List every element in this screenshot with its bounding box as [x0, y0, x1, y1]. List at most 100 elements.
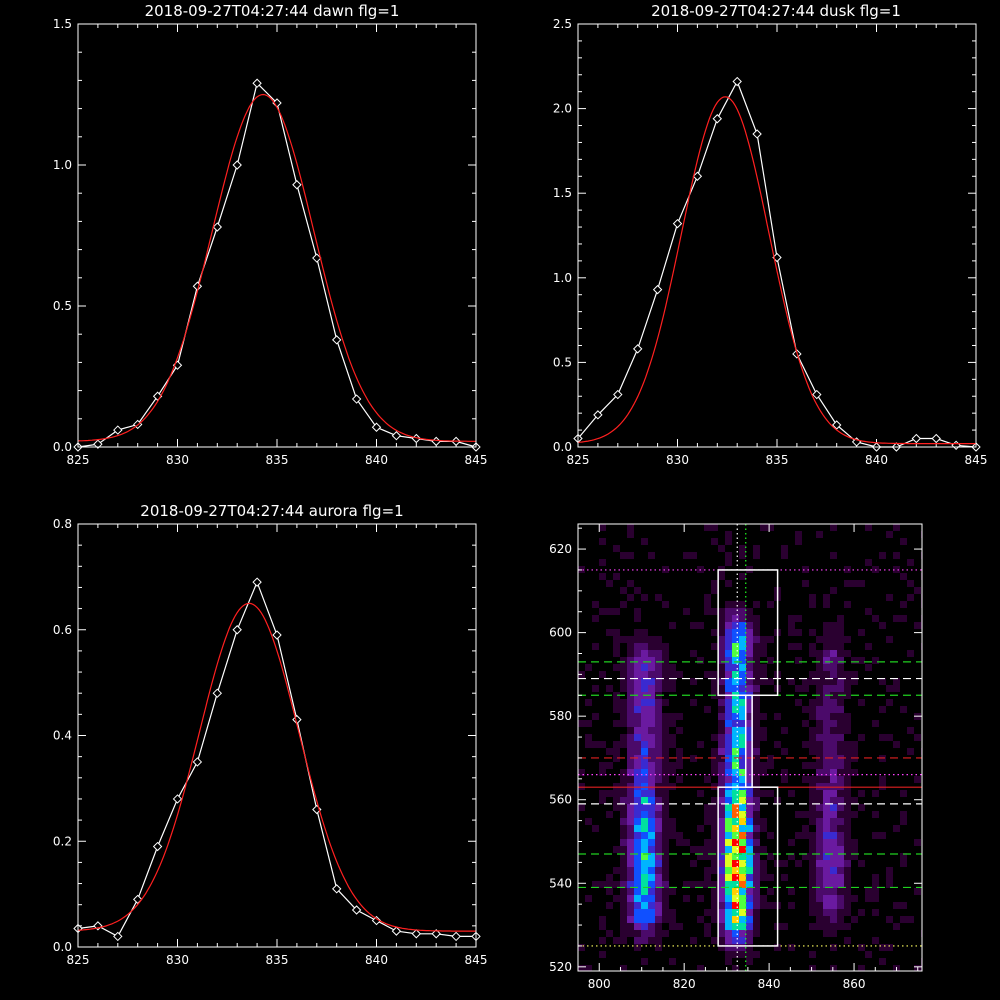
heatmap-cell — [585, 895, 592, 902]
heatmap-cell — [732, 636, 739, 643]
heatmap-cell — [627, 783, 634, 790]
heatmap-cell — [662, 811, 669, 818]
heatmap-cell — [606, 930, 613, 937]
heatmap-cell — [844, 867, 851, 874]
heatmap-cell — [676, 923, 683, 930]
data-point-marker — [192, 757, 203, 767]
heatmap-cell — [809, 846, 816, 853]
heatmap-cell — [739, 776, 746, 783]
heatmap-cell — [886, 867, 893, 874]
heatmap-cell — [606, 888, 613, 895]
heatmap-cell — [900, 615, 907, 622]
heatmap-cell — [809, 678, 816, 685]
y-tick-label: 0.6 — [53, 623, 72, 637]
heatmap-cell — [823, 601, 830, 608]
heatmap-cell — [627, 552, 634, 559]
heatmap-cell — [809, 909, 816, 916]
heatmap-cell — [655, 860, 662, 867]
heatmap-cell — [613, 804, 620, 811]
heatmap-cell — [753, 713, 760, 720]
heatmap-cell — [655, 762, 662, 769]
heatmap-cell — [627, 797, 634, 804]
heatmap-cell — [620, 664, 627, 671]
heatmap-cell — [669, 741, 676, 748]
heatmap-cell — [767, 601, 774, 608]
heatmap-cell — [837, 769, 844, 776]
heatmap-cell — [634, 706, 641, 713]
heatmap-cell — [648, 881, 655, 888]
x-tick-label: 825 — [67, 453, 90, 467]
heatmap-cell — [725, 888, 732, 895]
heatmap-cell — [739, 860, 746, 867]
heatmap-cell — [669, 825, 676, 832]
heatmap-cell — [641, 699, 648, 706]
heatmap-cell — [634, 916, 641, 923]
heatmap-cell — [746, 685, 753, 692]
heatmap-cell — [641, 650, 648, 657]
data-point-marker — [252, 577, 262, 587]
heatmap-cell — [760, 678, 767, 685]
heatmap-cell — [739, 685, 746, 692]
heatmap-cell — [641, 895, 648, 902]
heatmap-cell — [753, 650, 760, 657]
heatmap-cell — [739, 650, 746, 657]
heatmap-cell — [627, 790, 634, 797]
heatmap-cell — [886, 944, 893, 951]
heatmap-cell — [599, 923, 606, 930]
heatmap-cell — [858, 790, 865, 797]
y-tick-label: 600 — [549, 626, 572, 640]
heatmap-cell — [634, 853, 641, 860]
heatmap-cell — [718, 923, 725, 930]
heatmap-cell — [648, 769, 655, 776]
heatmap-cell — [900, 538, 907, 545]
heatmap-cell — [753, 811, 760, 818]
heatmap-cell — [718, 615, 725, 622]
heatmap-cell — [879, 706, 886, 713]
heatmap-cell — [746, 720, 753, 727]
heatmap-cell — [879, 678, 886, 685]
heatmap-cell — [711, 783, 718, 790]
heatmap-cell — [662, 566, 669, 573]
heatmap-cell — [907, 580, 914, 587]
heatmap-cell — [669, 769, 676, 776]
heatmap-cell — [711, 839, 718, 846]
heatmap-cell — [648, 853, 655, 860]
heatmap-cell — [837, 874, 844, 881]
data-point-marker — [351, 394, 362, 404]
heatmap-cell — [837, 888, 844, 895]
heatmap-cell — [620, 734, 627, 741]
heatmap-cell — [830, 797, 837, 804]
y-tick-label: 2.0 — [553, 102, 572, 116]
data-point-marker — [593, 410, 603, 420]
heatmap-cell — [732, 748, 739, 755]
heatmap-cell — [732, 860, 739, 867]
heatmap-cell — [837, 706, 844, 713]
heatmap-cell — [613, 937, 620, 944]
heatmap-cell — [823, 902, 830, 909]
heatmap-cell — [641, 930, 648, 937]
heatmap-cell — [655, 671, 662, 678]
heatmap-cell — [641, 748, 648, 755]
heatmap-cell — [837, 923, 844, 930]
heatmap-cell — [823, 923, 830, 930]
heatmap-cell — [641, 713, 648, 720]
heatmap-cell — [844, 755, 851, 762]
x-tick-label: 840 — [365, 953, 388, 967]
heatmap-cell — [655, 811, 662, 818]
heatmap-cell — [606, 685, 613, 692]
heatmap-cell — [648, 734, 655, 741]
heatmap-cell — [613, 755, 620, 762]
heatmap-cell — [830, 748, 837, 755]
heatmap-cell — [823, 720, 830, 727]
heatmap-cell — [634, 699, 641, 706]
heatmap-cell — [711, 538, 718, 545]
heatmap-cell — [788, 944, 795, 951]
heatmap-cell — [844, 741, 851, 748]
heatmap-cell — [732, 762, 739, 769]
heatmap-cell — [725, 804, 732, 811]
heatmap-cell — [816, 804, 823, 811]
heatmap-cell — [662, 930, 669, 937]
heatmap-cell — [844, 909, 851, 916]
heatmap-cell — [816, 769, 823, 776]
heatmap-cell — [739, 769, 746, 776]
